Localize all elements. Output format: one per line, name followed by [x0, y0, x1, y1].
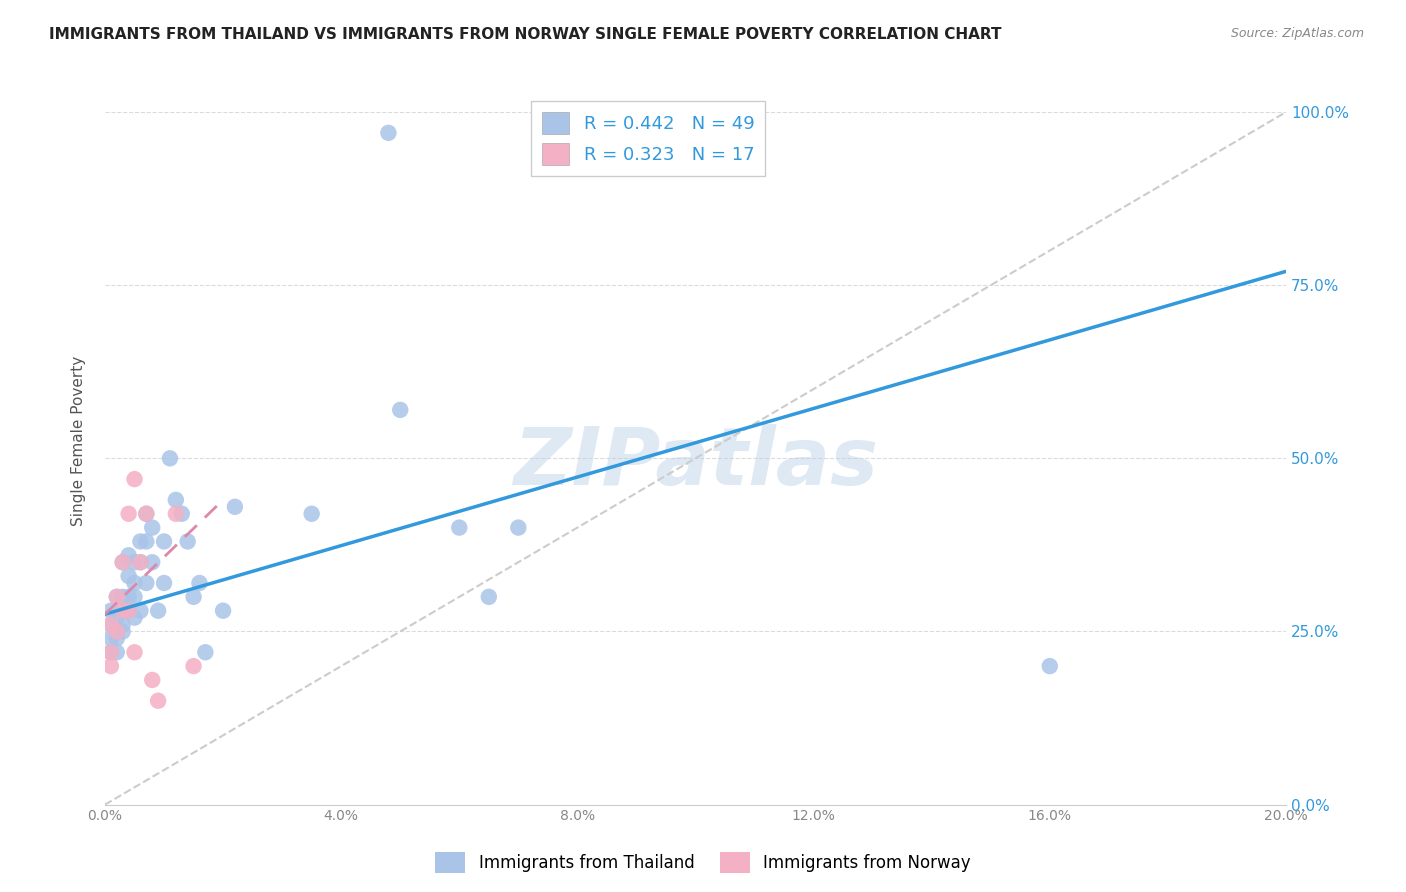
Point: [183, 590, 205, 604]
Point: [170, 507, 193, 521]
Point: [100, 645, 122, 659]
Point: [508, 520, 530, 534]
Point: [124, 590, 146, 604]
Point: [100, 617, 122, 632]
Point: [141, 555, 163, 569]
Point: [129, 555, 152, 569]
Point: [141, 520, 163, 534]
Point: [100, 617, 122, 632]
Point: [224, 500, 246, 514]
Point: [135, 507, 157, 521]
Text: Source: ZipAtlas.com: Source: ZipAtlas.com: [1230, 27, 1364, 40]
Point: [117, 604, 139, 618]
Point: [135, 576, 157, 591]
Point: [1039, 659, 1062, 673]
Point: [129, 534, 152, 549]
Point: [124, 472, 146, 486]
Text: IMMIGRANTS FROM THAILAND VS IMMIGRANTS FROM NORWAY SINGLE FEMALE POVERTY CORRELA: IMMIGRANTS FROM THAILAND VS IMMIGRANTS F…: [49, 27, 1001, 42]
Point: [105, 590, 128, 604]
Point: [105, 610, 128, 624]
Y-axis label: Single Female Poverty: Single Female Poverty: [72, 356, 86, 526]
Point: [117, 507, 139, 521]
Point: [100, 659, 122, 673]
Point: [146, 604, 169, 618]
Point: [105, 624, 128, 639]
Point: [165, 507, 187, 521]
Point: [449, 520, 471, 534]
Legend: Immigrants from Thailand, Immigrants from Norway: Immigrants from Thailand, Immigrants fro…: [429, 846, 977, 880]
Point: [188, 576, 211, 591]
Point: [124, 645, 146, 659]
Point: [111, 617, 134, 632]
Point: [153, 534, 176, 549]
Point: [124, 555, 146, 569]
Point: [176, 534, 198, 549]
Point: [183, 659, 205, 673]
Point: [141, 673, 163, 687]
Point: [100, 604, 122, 618]
Legend: R = 0.442   N = 49, R = 0.323   N = 17: R = 0.442 N = 49, R = 0.323 N = 17: [531, 101, 765, 176]
Point: [111, 555, 134, 569]
Point: [135, 534, 157, 549]
Point: [105, 632, 128, 646]
Point: [124, 610, 146, 624]
Point: [117, 604, 139, 618]
Point: [111, 590, 134, 604]
Point: [146, 694, 169, 708]
Point: [111, 604, 134, 618]
Point: [117, 569, 139, 583]
Point: [165, 492, 187, 507]
Point: [377, 126, 399, 140]
Point: [135, 507, 157, 521]
Point: [194, 645, 217, 659]
Point: [105, 645, 128, 659]
Point: [111, 604, 134, 618]
Point: [129, 604, 152, 618]
Point: [105, 590, 128, 604]
Point: [117, 549, 139, 563]
Point: [100, 632, 122, 646]
Point: [153, 576, 176, 591]
Point: [117, 590, 139, 604]
Point: [111, 624, 134, 639]
Point: [129, 555, 152, 569]
Point: [105, 624, 128, 639]
Point: [159, 451, 181, 466]
Point: [478, 590, 501, 604]
Point: [389, 402, 412, 417]
Point: [100, 645, 122, 659]
Point: [212, 604, 235, 618]
Point: [111, 555, 134, 569]
Point: [124, 576, 146, 591]
Text: ZIPatlas: ZIPatlas: [513, 424, 877, 502]
Point: [301, 507, 323, 521]
